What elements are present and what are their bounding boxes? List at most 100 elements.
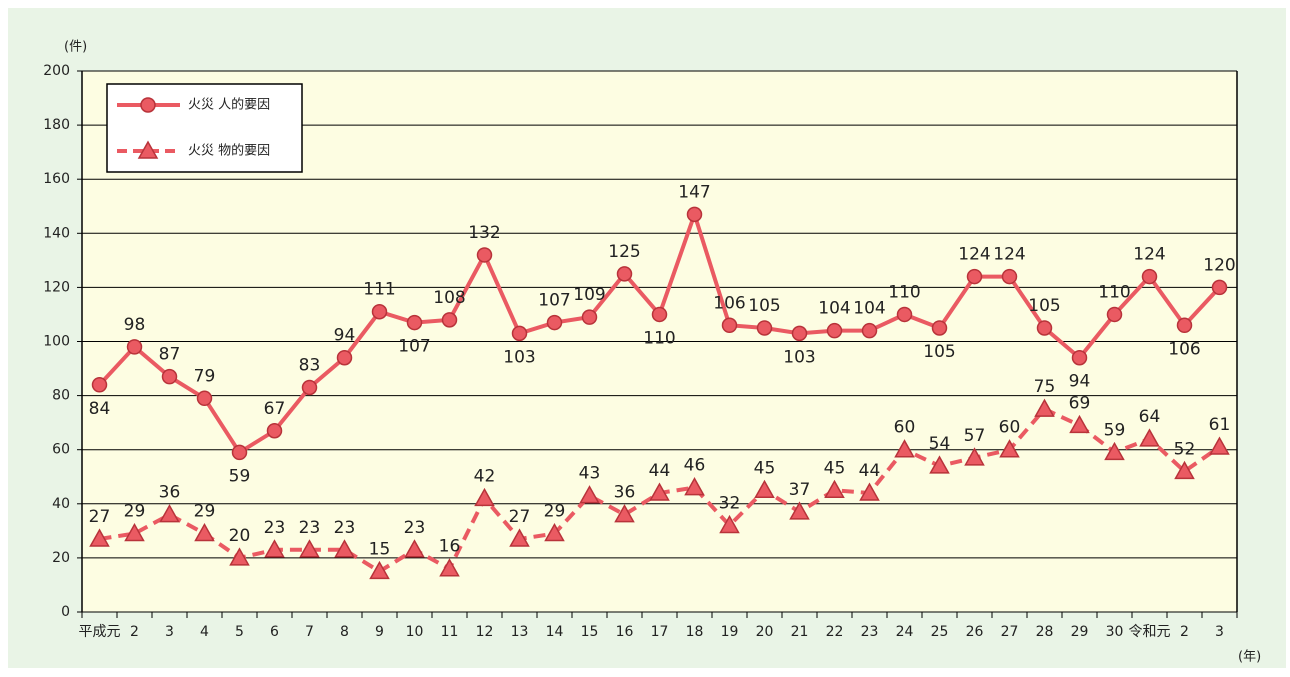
- x-tick-label: 2: [1180, 624, 1189, 640]
- x-tick-label: 3: [1215, 624, 1224, 640]
- y-tick-label: 120: [43, 279, 70, 295]
- x-tick-label: 18: [686, 624, 704, 640]
- data-label: 44: [649, 461, 671, 481]
- data-point: [1139, 428, 1160, 447]
- data-point: [789, 501, 810, 520]
- data-label: 64: [1139, 407, 1161, 427]
- data-point: [579, 485, 600, 504]
- data-point: [931, 320, 948, 336]
- x-tick-label: 7: [305, 624, 314, 640]
- data-point: [544, 523, 565, 542]
- y-tick-label: 20: [52, 550, 70, 566]
- data-label: 59: [1104, 420, 1126, 440]
- data-point: [231, 444, 248, 461]
- x-tick-label: 29: [1071, 624, 1089, 640]
- data-point: [754, 479, 775, 499]
- data-label: 60: [999, 418, 1021, 438]
- data-label: 120: [1203, 255, 1235, 275]
- x-tick-label: 21: [791, 624, 809, 640]
- data-point: [299, 539, 320, 558]
- data-point: [894, 439, 915, 458]
- data-label: 103: [503, 347, 535, 367]
- data-label: 23: [299, 518, 321, 538]
- data-point: [581, 309, 598, 325]
- data-label: 45: [754, 458, 776, 478]
- data-point: [229, 547, 250, 566]
- data-label: 46: [684, 456, 706, 476]
- data-point: [476, 247, 493, 263]
- data-point: [441, 312, 458, 328]
- data-point: [826, 322, 843, 339]
- data-label: 94: [1069, 372, 1091, 392]
- data-label: 29: [124, 502, 146, 522]
- y-tick-label: 60: [52, 442, 70, 458]
- y-tick-label: 0: [61, 604, 70, 620]
- x-tick-label: 5: [235, 624, 244, 640]
- data-point: [649, 482, 670, 501]
- data-point: [126, 339, 143, 355]
- data-label: 105: [748, 296, 780, 316]
- data-point: [371, 303, 388, 320]
- x-tick-label: 25: [931, 624, 949, 640]
- data-point: [616, 266, 633, 282]
- legend-marker: [137, 140, 159, 159]
- data-label: 79: [194, 366, 216, 386]
- data-point: [301, 379, 318, 396]
- data-point: [686, 206, 703, 223]
- data-point: [159, 504, 180, 523]
- data-point: [89, 528, 110, 547]
- data-label: 42: [474, 466, 496, 486]
- data-point: [91, 377, 108, 393]
- data-label: 108: [433, 288, 465, 308]
- data-label: 87: [159, 345, 181, 365]
- data-point: [546, 314, 563, 331]
- data-label: 75: [1034, 377, 1056, 397]
- data-label: 132: [468, 223, 500, 243]
- x-tick-label: 13: [511, 624, 529, 640]
- data-label: 29: [194, 502, 216, 522]
- y-tick-label: 200: [43, 63, 70, 79]
- data-point: [161, 368, 178, 385]
- x-tick-label: 11: [441, 624, 459, 640]
- x-tick-label: 4: [200, 624, 209, 640]
- data-point: [966, 268, 983, 285]
- data-point: [1104, 441, 1125, 461]
- x-tick-label: 19: [721, 624, 739, 640]
- x-tick-label: 6: [270, 624, 279, 640]
- x-tick-label: 9: [375, 624, 384, 640]
- y-axis-label: (件): [64, 40, 87, 55]
- x-tick-label: 27: [1001, 624, 1019, 640]
- data-label: 147: [678, 182, 710, 202]
- data-label: 105: [1028, 296, 1060, 316]
- data-label: 27: [89, 507, 111, 527]
- x-tick-label: 3: [165, 624, 174, 640]
- data-label: 61: [1209, 415, 1231, 435]
- data-label: 59: [229, 466, 251, 486]
- data-label: 57: [964, 426, 986, 446]
- data-label: 104: [818, 299, 850, 319]
- x-tick-label: 26: [966, 624, 984, 640]
- x-tick-label: 10: [406, 624, 424, 640]
- data-point: [684, 477, 705, 496]
- legend-marker: [140, 97, 156, 113]
- data-point: [1209, 436, 1230, 455]
- x-tick-label: 14: [546, 624, 564, 640]
- data-label: 54: [929, 434, 951, 454]
- data-point: [1001, 268, 1018, 285]
- data-label: 43: [579, 464, 601, 484]
- y-tick-label: 180: [43, 117, 70, 133]
- x-tick-label: 17: [651, 624, 669, 640]
- data-label: 109: [573, 285, 605, 305]
- x-tick-label: 23: [861, 624, 879, 640]
- data-point: [999, 439, 1020, 458]
- data-label: 52: [1174, 439, 1196, 459]
- data-point: [1176, 317, 1193, 334]
- x-tick-label: 16: [616, 624, 634, 640]
- data-label: 45: [824, 458, 846, 478]
- data-point: [264, 539, 285, 558]
- data-label: 15: [369, 539, 391, 559]
- data-label: 111: [363, 280, 395, 300]
- data-label: 106: [713, 293, 745, 313]
- data-point: [404, 539, 425, 558]
